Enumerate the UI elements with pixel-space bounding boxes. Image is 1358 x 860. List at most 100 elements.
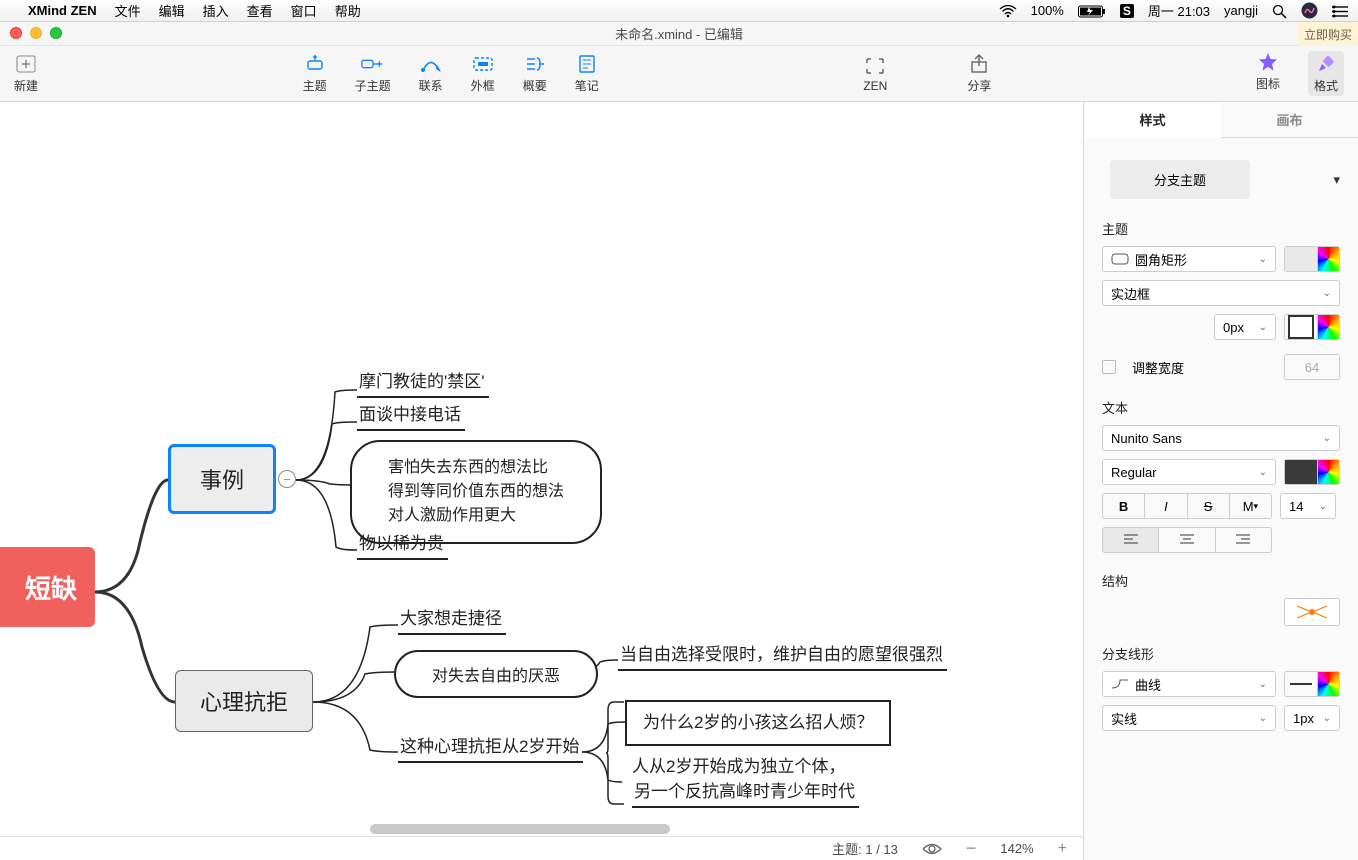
scope-button[interactable]: 分支主题 [1110, 160, 1250, 199]
new-button[interactable]: 新建 [14, 53, 38, 94]
align-segment[interactable] [1102, 527, 1272, 553]
node-n2a[interactable]: 大家想走捷径 [398, 604, 506, 635]
zen-icon [863, 55, 887, 77]
clock[interactable]: 周一 21:03 [1148, 1, 1210, 20]
menu-insert[interactable]: 插入 [203, 1, 229, 20]
line-color[interactable] [1284, 671, 1340, 697]
boundary-button[interactable]: 外框 [471, 53, 495, 94]
note-icon [575, 53, 599, 75]
close-window[interactable] [10, 27, 22, 39]
weight-select[interactable]: Regular⌄ [1102, 459, 1276, 485]
fill-color[interactable] [1284, 246, 1340, 272]
node-n2c2[interactable]: 人从2岁开始成为独立个体， 另一个反抗高峰时青少年时代 [632, 752, 859, 808]
notifications-icon[interactable] [1332, 3, 1348, 18]
topic-button[interactable]: 主题 [303, 53, 327, 94]
border-color[interactable] [1284, 314, 1340, 340]
node-n2b[interactable]: 对失去自由的厌恶 [394, 650, 598, 698]
structure-button[interactable] [1284, 598, 1340, 626]
zen-button[interactable]: ZEN [863, 55, 887, 93]
adjust-width-label: 调整宽度 [1132, 358, 1276, 377]
line-style-value: 实线 [1111, 709, 1137, 728]
weight-value: Regular [1111, 465, 1157, 480]
scope-dropdown-icon[interactable]: ▾ [1333, 172, 1340, 188]
n1c-line1: 害怕失去东西的想法比 [388, 456, 564, 480]
zoom-out-icon[interactable]: − [966, 838, 977, 859]
statusbar: 主题: 1 / 13 − 142% + [0, 836, 1083, 860]
menu-edit[interactable]: 编辑 [159, 1, 185, 20]
node-root[interactable]: 短缺 [0, 547, 95, 627]
topic-label: 主题 [303, 77, 327, 94]
line-width-select[interactable]: 1px⌄ [1284, 705, 1340, 731]
border-style-select[interactable]: 实边框⌄ [1102, 280, 1340, 306]
canvas[interactable]: 短缺 事例 − 摩门教徒的'禁区' 面谈中接电话 害怕失去东西的想法比 得到等同… [0, 102, 1083, 860]
node-n2c[interactable]: 这种心理抗拒从2岁开始 [398, 732, 583, 763]
align-right-button[interactable] [1216, 528, 1271, 552]
node-psych-resist[interactable]: 心理抗拒 [175, 670, 313, 732]
wifi-icon[interactable] [999, 3, 1017, 18]
share-button[interactable]: 分享 [967, 53, 991, 94]
new-icon [14, 53, 38, 75]
menu-view[interactable]: 查看 [247, 1, 273, 20]
line-style-select[interactable]: 实线⌄ [1102, 705, 1276, 731]
tab-style[interactable]: 样式 [1084, 102, 1221, 138]
add-child-handle[interactable]: − [278, 470, 296, 488]
note-button[interactable]: 笔记 [575, 53, 599, 94]
summary-button[interactable]: 概要 [523, 53, 547, 94]
icon-label: 图标 [1256, 75, 1280, 92]
relation-button[interactable]: 联系 [419, 53, 443, 94]
align-left-button[interactable] [1103, 528, 1159, 552]
horizontal-scrollbar[interactable] [0, 822, 1083, 836]
node-n1a[interactable]: 摩门教徒的'禁区' [357, 367, 489, 398]
boundary-label: 外框 [471, 77, 495, 94]
border-width-select[interactable]: 0px⌄ [1214, 314, 1276, 340]
node-examples[interactable]: 事例 [168, 444, 276, 514]
menu-window[interactable]: 窗口 [291, 1, 317, 20]
line-shape-select[interactable]: 曲线⌄ [1102, 671, 1276, 697]
sogou-icon[interactable]: S [1120, 4, 1134, 18]
n1c-line3: 对人激励作用更大 [388, 504, 564, 528]
color-wheel-icon [1317, 315, 1339, 339]
italic-button[interactable]: I [1145, 494, 1187, 518]
case-button[interactable]: M ▾ [1230, 494, 1271, 518]
spotlight-icon[interactable] [1272, 2, 1287, 18]
bold-button[interactable]: B [1103, 494, 1145, 518]
fontsize-select[interactable]: 14⌄ [1280, 493, 1336, 519]
minimize-window[interactable] [30, 27, 42, 39]
border-value: 实边框 [1111, 284, 1150, 303]
new-label: 新建 [14, 77, 38, 94]
shape-select[interactable]: 圆角矩形⌄ [1102, 246, 1276, 272]
node-n1b[interactable]: 面谈中接电话 [357, 400, 465, 431]
username[interactable]: yangji [1224, 3, 1258, 18]
node-n2b1[interactable]: 当自由选择受限时，维护自由的愿望很强烈 [618, 640, 947, 671]
strike-button[interactable]: S [1188, 494, 1230, 518]
node-n2c1[interactable]: 为什么2岁的小孩这么招人烦？ [625, 700, 891, 746]
text-style-segment[interactable]: B I S M ▾ [1102, 493, 1272, 519]
subtopic-button[interactable]: 子主题 [355, 53, 391, 94]
text-color[interactable] [1284, 459, 1340, 485]
node-n1d[interactable]: 物以稀为贵 [357, 529, 448, 560]
section-topic: 主题 [1102, 219, 1340, 238]
align-center-button[interactable] [1159, 528, 1215, 552]
app-name[interactable]: XMind ZEN [28, 3, 97, 18]
visibility-icon[interactable] [922, 841, 942, 857]
zoom-window[interactable] [50, 27, 62, 39]
window-titlebar: 未命名.xmind - 已编辑 立即购买 [0, 22, 1358, 46]
width-input[interactable]: 64 [1284, 354, 1340, 380]
buy-now-button[interactable]: 立即购买 [1298, 22, 1358, 46]
icon-button[interactable]: 图标 [1256, 51, 1280, 96]
format-button[interactable]: 格式 [1308, 51, 1344, 96]
n2c2-line2: 另一个反抗高峰时青少年时代 [632, 777, 859, 808]
adjust-width-checkbox[interactable] [1102, 360, 1116, 374]
border-width-value: 0px [1223, 320, 1244, 335]
menu-help[interactable]: 帮助 [335, 1, 361, 20]
tab-canvas[interactable]: 画布 [1221, 102, 1358, 138]
menu-file[interactable]: 文件 [115, 1, 141, 20]
battery-text: 100% [1031, 3, 1064, 18]
font-select[interactable]: Nunito Sans⌄ [1102, 425, 1340, 451]
zoom-in-icon[interactable]: + [1058, 840, 1067, 858]
topic-icon [303, 53, 327, 75]
battery-icon[interactable] [1078, 3, 1106, 18]
font-value: Nunito Sans [1111, 431, 1182, 446]
n2c2-line1: 人从2岁开始成为独立个体， [632, 752, 859, 777]
siri-icon[interactable] [1301, 2, 1318, 19]
